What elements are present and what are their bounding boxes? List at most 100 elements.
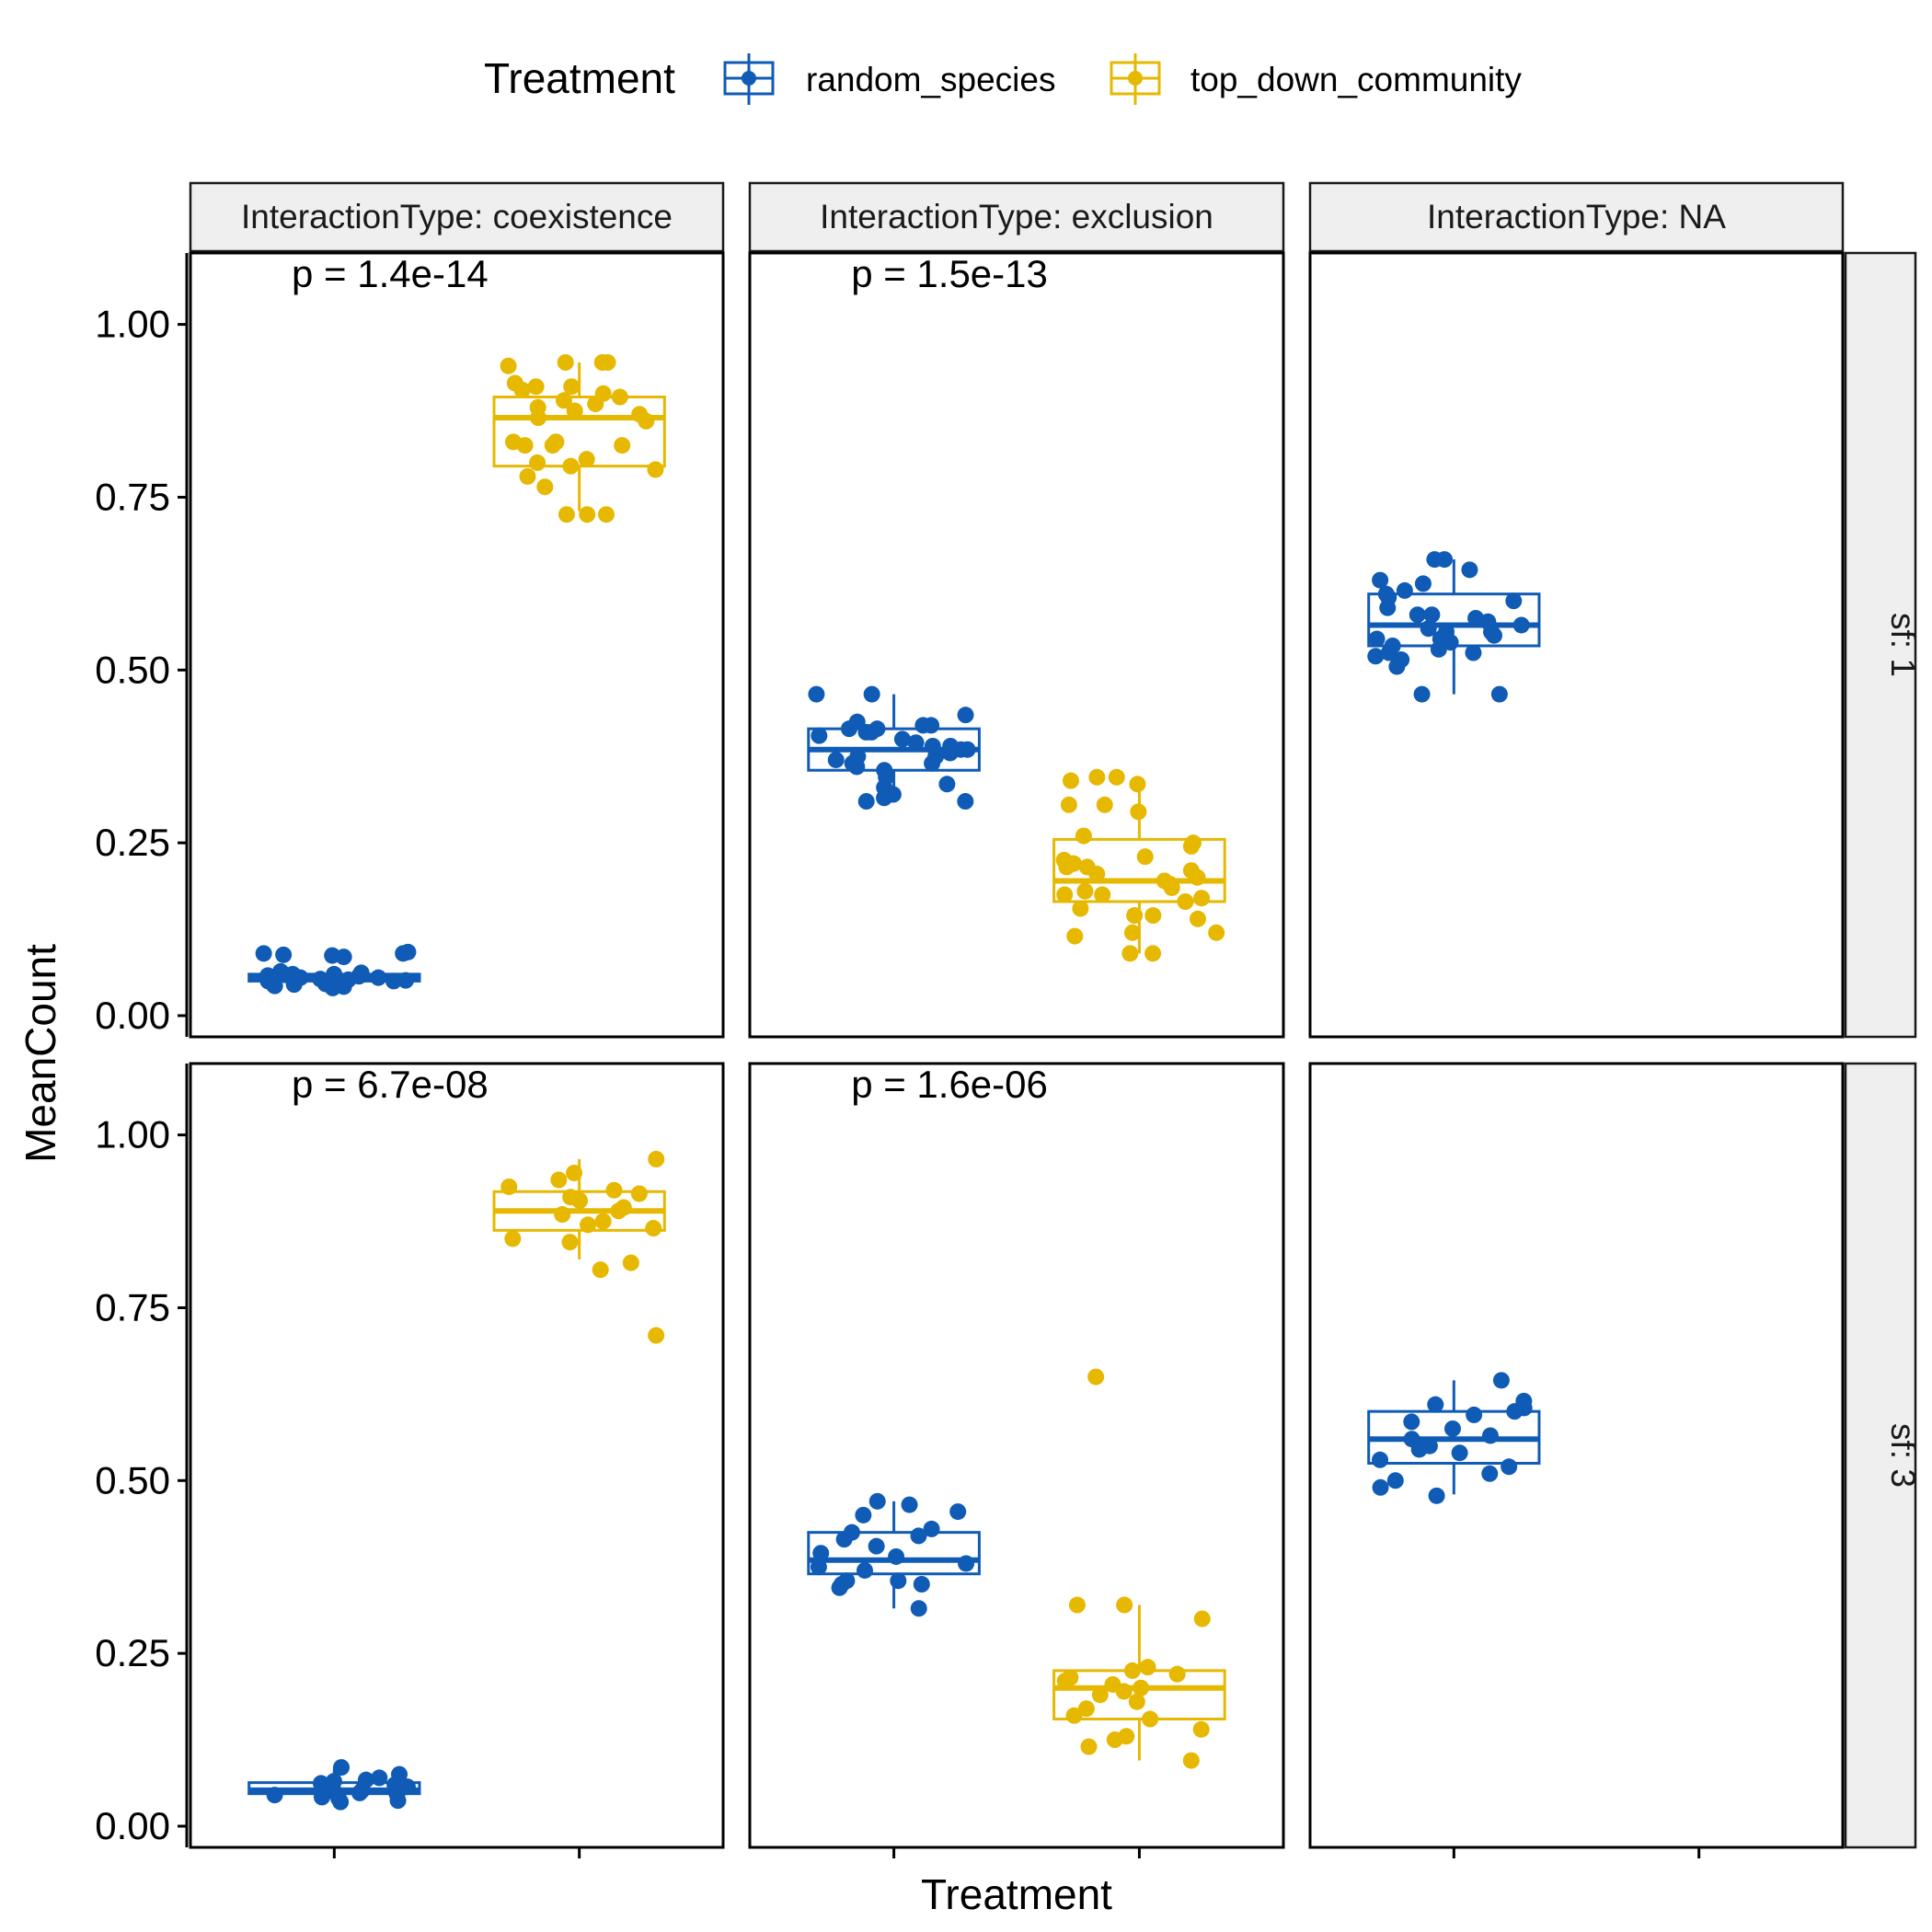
data-point xyxy=(266,1787,283,1804)
data-point xyxy=(938,776,956,793)
data-point xyxy=(399,943,417,960)
data-point xyxy=(592,1261,609,1279)
data-point xyxy=(562,1189,580,1206)
y-tick-label-row-1: 0.00 xyxy=(95,1804,170,1847)
data-point xyxy=(1185,834,1202,852)
data-point xyxy=(385,972,402,990)
data-point xyxy=(863,685,880,703)
data-point xyxy=(1123,924,1141,941)
pvalue-label: p = 6.7e-08 xyxy=(292,1063,489,1106)
data-point xyxy=(255,945,272,962)
data-point xyxy=(1481,1465,1499,1482)
facet-strip-row-0 xyxy=(1844,251,1917,1039)
facet-strip-label-col-2: InteractionType: NA xyxy=(1427,198,1726,236)
data-point xyxy=(529,398,546,416)
data-point xyxy=(1133,1679,1150,1696)
y-tick-label-row-0: 0.75 xyxy=(95,475,170,518)
data-point xyxy=(1368,630,1386,648)
data-point xyxy=(550,1171,568,1189)
data-point xyxy=(910,1600,927,1617)
data-point xyxy=(901,1496,918,1513)
data-point xyxy=(1104,1675,1121,1693)
data-point xyxy=(370,969,387,986)
data-point xyxy=(1443,1420,1461,1437)
data-point xyxy=(868,720,886,738)
data-point xyxy=(888,1547,905,1565)
data-point xyxy=(277,966,294,983)
data-point xyxy=(1156,872,1173,890)
data-point xyxy=(1123,1662,1141,1679)
data-point xyxy=(849,748,867,765)
data-point xyxy=(868,1537,885,1555)
data-point xyxy=(1481,1427,1499,1444)
data-point xyxy=(397,972,415,989)
data-point xyxy=(312,1775,329,1792)
data-point xyxy=(316,975,334,993)
data-point xyxy=(536,478,554,496)
data-point xyxy=(1192,1720,1210,1738)
data-point xyxy=(1080,1738,1098,1755)
data-point xyxy=(615,1199,632,1216)
data-point xyxy=(856,1561,873,1579)
data-point xyxy=(910,1527,927,1545)
data-point xyxy=(1372,571,1389,589)
data-point xyxy=(547,433,565,451)
data-point xyxy=(1126,907,1144,925)
data-point xyxy=(1490,685,1508,703)
panel-frame xyxy=(748,251,1285,1039)
box-random_species xyxy=(807,1492,981,1617)
data-point xyxy=(605,1181,623,1199)
data-point xyxy=(648,1327,665,1344)
data-point xyxy=(1144,907,1162,925)
data-point xyxy=(529,454,546,471)
data-point xyxy=(1193,890,1211,907)
data-point xyxy=(1396,581,1413,599)
data-point xyxy=(1466,1406,1483,1423)
data-point xyxy=(1182,1752,1200,1769)
data-point xyxy=(1108,768,1125,786)
data-point xyxy=(1168,1665,1186,1683)
data-point xyxy=(811,727,828,744)
data-point xyxy=(505,433,523,451)
data-point xyxy=(566,402,583,420)
panel-frame xyxy=(189,1062,725,1849)
data-point xyxy=(333,1759,351,1777)
y-tick-label-row-1: 0.25 xyxy=(95,1631,170,1674)
data-point xyxy=(562,457,580,475)
box-random_species xyxy=(247,943,421,996)
data-point xyxy=(1055,851,1073,868)
data-point xyxy=(614,437,631,454)
data-point xyxy=(1088,768,1106,786)
data-point xyxy=(645,1220,662,1237)
data-point xyxy=(848,713,866,730)
data-point xyxy=(527,378,545,396)
data-point xyxy=(391,1765,408,1783)
data-point xyxy=(1403,1413,1420,1431)
data-point xyxy=(1208,924,1225,941)
data-point xyxy=(957,707,974,724)
data-point xyxy=(1116,1596,1133,1614)
data-point xyxy=(808,685,825,703)
facet-strip-label-row-1: sf: 3 xyxy=(1884,1423,1922,1488)
data-point xyxy=(1068,1596,1086,1614)
data-point xyxy=(857,793,875,811)
data-point xyxy=(1077,1700,1095,1718)
facet-strip-row-1 xyxy=(1844,1062,1917,1849)
data-point xyxy=(597,506,615,523)
data-point xyxy=(923,717,940,734)
data-point xyxy=(630,1185,648,1202)
box-top_down_community xyxy=(492,353,666,523)
data-point xyxy=(812,1545,830,1562)
data-point xyxy=(561,1234,579,1251)
data-point xyxy=(1428,1487,1445,1504)
data-point xyxy=(924,737,941,754)
data-point xyxy=(1065,1707,1083,1724)
data-point xyxy=(1413,685,1431,703)
panel-frame xyxy=(189,251,725,1039)
data-point xyxy=(555,392,572,409)
data-point xyxy=(1409,606,1426,624)
data-point xyxy=(352,964,370,982)
y-tick-label-row-1: 0.50 xyxy=(95,1458,170,1501)
data-point xyxy=(579,506,596,523)
box-top_down_community xyxy=(492,1150,666,1344)
